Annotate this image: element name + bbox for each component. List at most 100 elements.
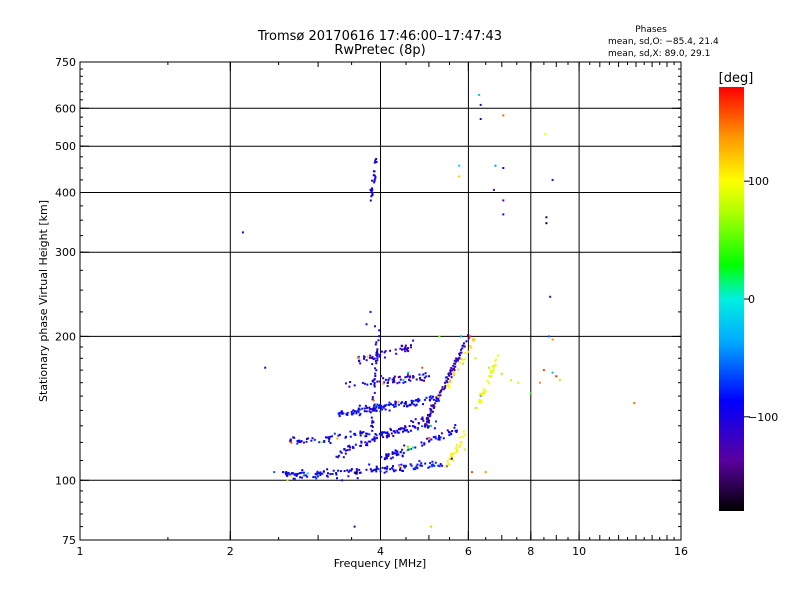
data-point [329,442,332,444]
data-point [399,451,402,454]
data-point [432,404,435,407]
data-point [386,467,388,470]
data-point [346,469,349,472]
data-point [362,433,364,436]
data-point [478,401,481,404]
data-point [357,409,360,412]
data-point [448,458,451,461]
data-point [359,430,362,433]
data-point [350,469,353,472]
data-point [339,450,342,453]
data-point [351,413,354,416]
data-point [416,467,419,470]
data-point [374,367,377,370]
data-point [410,399,413,402]
data-point [399,469,401,471]
data-point [474,357,477,360]
data-point [448,434,451,437]
data-point [482,391,485,394]
data-point [410,429,412,432]
data-point [375,410,378,412]
x-tick-label: 10 [572,545,586,558]
data-point [286,478,289,481]
data-point [373,357,376,360]
data-point [429,412,432,415]
data-point [488,366,491,369]
data-point [450,457,453,460]
data-point [369,408,372,410]
data-point [441,386,444,389]
data-point [381,466,384,469]
data-point [348,444,351,447]
data-point [449,452,452,455]
data-point [337,434,340,437]
data-point [321,472,324,475]
data-point [424,462,427,465]
data-point [412,376,415,378]
data-point [347,445,350,448]
data-point [428,465,431,468]
data-point [359,432,362,435]
data-point [288,473,291,476]
data-point [426,421,429,423]
data-point [352,409,355,412]
data-point [386,435,389,438]
data-point [458,354,461,357]
data-point [422,373,425,376]
data-point [467,350,470,353]
data-point [392,380,395,383]
data-point [403,348,406,350]
data-point [372,438,375,441]
data-point [376,350,379,353]
data-point [373,178,376,181]
data-point [373,170,376,173]
data-point [398,375,401,378]
data-point [424,423,427,426]
data-point [397,403,400,406]
data-point [455,451,458,454]
data-point [392,404,395,406]
data-point [437,398,440,401]
data-point [316,470,319,473]
data-point [353,384,356,387]
data-point [345,382,347,385]
data-point [386,465,389,468]
data-point [371,424,373,427]
data-point [373,404,376,407]
data-point [432,463,434,466]
data-point [430,408,433,411]
data-point [331,435,333,438]
data-point [452,371,455,374]
data-point [473,338,476,341]
data-point [384,467,386,470]
data-point [414,467,417,470]
data-point [399,465,402,468]
data-point [337,469,340,472]
data-point [377,404,380,407]
data-point [388,403,390,406]
data-point [371,421,374,424]
data-point [539,381,541,384]
data-point [483,388,486,391]
data-point [404,426,407,429]
data-point [409,375,412,378]
data-point [429,409,432,412]
data-point [449,372,452,375]
data-point [551,178,554,181]
data-point [371,398,374,401]
data-point [493,364,496,367]
data-point [365,359,368,362]
data-point [375,470,378,473]
data-point [415,465,418,468]
data-point [380,375,382,377]
data-point [383,381,386,384]
data-point [361,407,364,410]
data-point [373,408,376,410]
data-point [305,438,308,440]
data-point [355,468,358,471]
data-point [395,401,398,404]
data-point [430,525,432,528]
y-tick-label: 750 [55,56,76,69]
data-point [343,470,346,472]
data-point [287,471,290,474]
